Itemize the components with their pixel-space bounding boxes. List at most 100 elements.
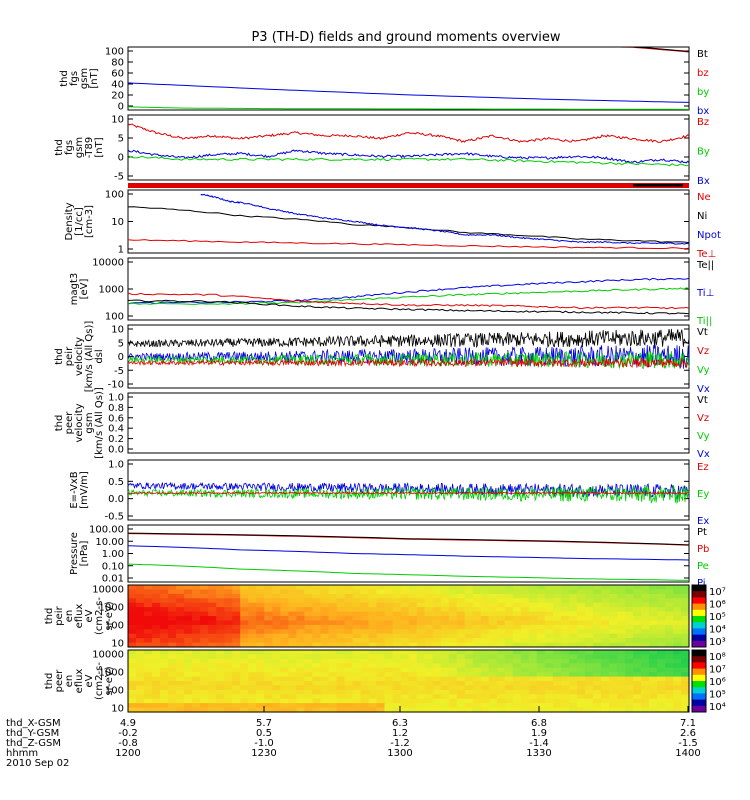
spectrogram-cell	[648, 698, 658, 704]
spectrogram-cell	[344, 589, 353, 595]
spectrogram-cell	[376, 611, 385, 617]
spectrogram-cell	[416, 585, 426, 590]
spectrogram-cell	[192, 607, 201, 613]
spectrogram-cell	[248, 602, 257, 608]
spectrogram-cell	[408, 620, 418, 626]
spectrogram-cell	[665, 698, 674, 704]
spectrogram-cell	[352, 654, 361, 660]
spectrogram-cell	[656, 638, 666, 644]
spectrogram-cell	[440, 685, 450, 691]
y-tick-label: 100	[105, 621, 124, 632]
spectrogram-cell	[528, 650, 538, 655]
spectrogram-cell	[128, 589, 137, 595]
spectrogram-cell	[248, 650, 257, 655]
spectrogram-cell	[608, 593, 618, 599]
spectrogram-cell	[520, 624, 530, 630]
spectrogram-cell	[184, 642, 193, 648]
spectrogram-cell	[416, 602, 426, 608]
spectrogram-cell	[673, 707, 682, 713]
spectrogram-cell	[408, 654, 418, 660]
spectrogram-cell	[248, 703, 257, 709]
spectrogram-cell	[632, 689, 642, 695]
spectrogram-cell	[208, 663, 217, 669]
spectrogram-cell	[208, 689, 217, 695]
spectrogram-cell	[240, 585, 249, 590]
spectrogram-cell	[496, 650, 506, 655]
spectrogram-cell	[592, 663, 602, 669]
spectrogram-cell	[144, 620, 153, 626]
spectrogram-cell	[304, 703, 313, 709]
spectrogram-cell	[144, 703, 153, 709]
spectrogram-cell	[368, 585, 377, 590]
spectrogram-cell	[184, 698, 193, 704]
x-axis-value: 5.7	[256, 718, 272, 729]
y-tick-label: 100	[105, 312, 124, 323]
spectrogram-cell	[673, 589, 682, 595]
spectrogram-cell	[328, 707, 337, 713]
spectrogram-cell	[392, 642, 402, 648]
spectrogram-cell	[272, 698, 281, 704]
spectrogram-cell	[280, 672, 289, 678]
spectrogram-cell	[232, 642, 241, 648]
spectrogram-cell	[280, 602, 289, 608]
spectrogram-cell	[424, 633, 434, 639]
legend-Npot: Npot	[697, 230, 721, 241]
spectrogram-cell	[432, 593, 442, 599]
spectrogram-cell	[552, 685, 562, 691]
legend-Bz: Bz	[697, 117, 709, 128]
spectrogram-cell	[224, 642, 233, 648]
spectrogram-cell	[368, 624, 377, 630]
spectrogram-cell	[480, 607, 490, 613]
spectrogram-cell	[328, 698, 337, 704]
spectrogram-cell	[176, 698, 185, 704]
spectrogram-cell	[488, 611, 498, 617]
spectrogram-cell	[376, 698, 385, 704]
noise-series-efield-2	[127, 491, 690, 495]
y-tick-label: 0	[118, 352, 124, 363]
spectrogram-cell	[632, 607, 642, 613]
spectrogram-cell	[424, 707, 434, 713]
spectrogram-cell	[144, 689, 153, 695]
spectrogram-cell	[360, 593, 369, 599]
spectrogram-cell	[464, 650, 474, 655]
spectrogram-cell	[584, 658, 594, 664]
spectrogram-cell	[544, 633, 554, 639]
spectrogram-cell	[480, 694, 490, 700]
spectrogram-cell	[280, 585, 289, 590]
spectrogram-cell	[656, 585, 666, 590]
spectrogram-cell	[392, 629, 402, 635]
spectrogram-cell	[665, 667, 674, 673]
spectrogram-cell	[176, 667, 185, 673]
spectrogram-cell	[416, 589, 426, 595]
spectrogram-cell	[344, 638, 353, 644]
spectrogram-cell	[416, 598, 426, 604]
spectrogram-cell	[320, 585, 329, 590]
spectrogram-cell	[448, 654, 458, 660]
spectrogram-cell	[296, 654, 305, 660]
colorbar-band	[692, 634, 706, 642]
spectrogram-cell	[432, 638, 442, 644]
spectrogram-cell	[304, 685, 313, 691]
spectrogram-cell	[304, 611, 313, 617]
spectrogram-cell	[656, 689, 666, 695]
series-fgs_t89-0	[127, 123, 690, 143]
y-axis-label-line: eflux	[74, 669, 85, 694]
spectrogram-cell	[400, 672, 410, 678]
spectrogram-cell	[512, 620, 522, 626]
spectrogram-cell	[576, 611, 586, 617]
spectrogram-cell	[416, 698, 426, 704]
spectrogram-cell	[320, 638, 329, 644]
spectrogram-cell	[296, 642, 305, 648]
spectrogram-cell	[456, 642, 466, 648]
spectrogram-cell	[400, 707, 410, 713]
spectrogram-cell	[472, 650, 482, 655]
spectrogram-cell	[448, 689, 458, 695]
spectrogram-cell	[392, 607, 402, 613]
spectrogram-cell	[352, 672, 361, 678]
series-density-0	[127, 206, 690, 244]
spectrogram-cell	[568, 629, 578, 635]
spectrogram-cell	[144, 698, 153, 704]
spectrogram-cell	[216, 598, 225, 604]
spectrogram-cell	[528, 672, 538, 678]
